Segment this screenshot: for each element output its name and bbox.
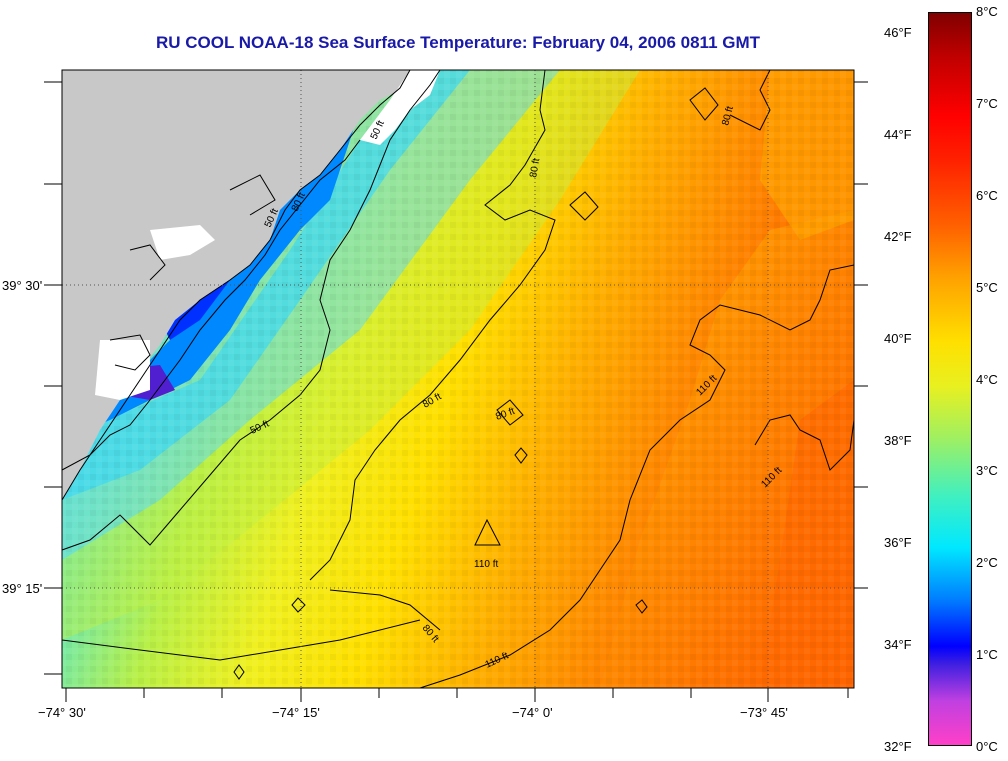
colorbar-f-label: 36°F [884, 535, 912, 550]
colorbar-c-label: 1°C [976, 647, 998, 662]
colorbar-c-label: 5°C [976, 280, 998, 295]
bathymetry-contours [61, 69, 855, 689]
graticule [62, 70, 854, 688]
land [62, 70, 410, 500]
lon-label-74-30: −74° 30' [38, 705, 86, 720]
contour-label: 80 ft [720, 105, 736, 127]
contour-label: 80 ft [528, 157, 542, 178]
sst-map: 50 ft 50 ft 50 ft 80 ft 80 ft 80 ft 80 f… [44, 69, 868, 702]
temperature-colorbar [928, 12, 972, 746]
contour-label: 110 ft [474, 559, 498, 570]
colorbar-f-label: 46°F [884, 25, 912, 40]
colorbar-c-label: 0°C [976, 739, 998, 754]
colorbar-c-label: 4°C [976, 372, 998, 387]
map-frame [61, 69, 855, 689]
coastline [61, 69, 411, 501]
lon-label-74-15: −74° 15' [272, 705, 320, 720]
colorbar-f-label: 44°F [884, 127, 912, 142]
colorbar-c-label: 6°C [976, 188, 998, 203]
colorbar-c-label: 8°C [976, 4, 998, 19]
lat-label-39-15: 39° 15' [2, 581, 43, 596]
axis-ticks [44, 81, 868, 702]
colorbar-f-label: 34°F [884, 637, 912, 652]
lon-label-73-45: −73° 45' [740, 705, 788, 720]
lat-label-39-30: 39° 30' [2, 278, 43, 293]
colorbar-c-label: 7°C [976, 96, 998, 111]
colorbar-f-label: 42°F [884, 229, 912, 244]
colorbar-f-label: 32°F [884, 739, 912, 754]
sst-field [62, 70, 854, 688]
map-title: RU COOL NOAA-18 Sea Surface Temperature:… [155, 33, 761, 52]
colorbar-f-label: 38°F [884, 433, 912, 448]
colorbar-c-label: 3°C [976, 463, 998, 478]
colorbar-c-label: 2°C [976, 555, 998, 570]
lon-label-74-0: −74° 0' [512, 705, 553, 720]
colorbar-f-label: 40°F [884, 331, 912, 346]
